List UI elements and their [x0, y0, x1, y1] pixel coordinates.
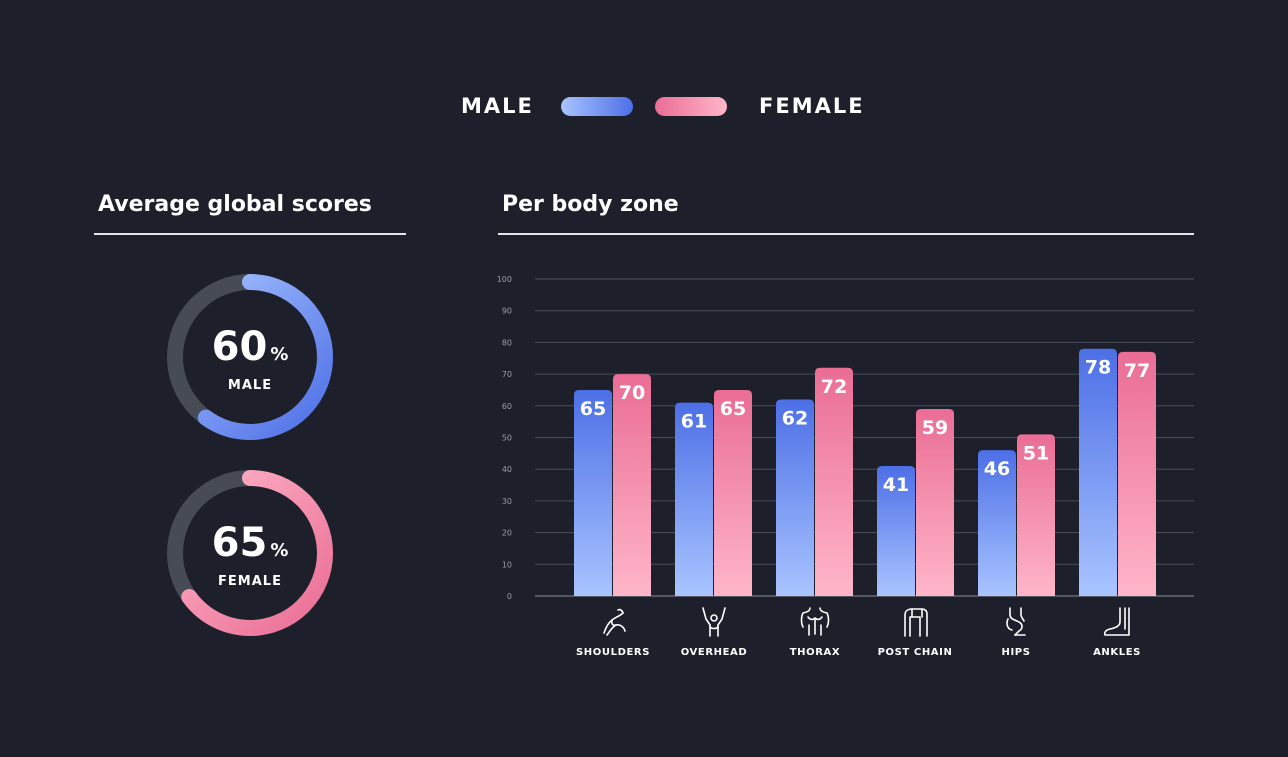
- zone-ankles: ANKLES: [1067, 605, 1167, 658]
- global-scores-divider: [94, 233, 406, 235]
- y-tick-label: 50: [502, 434, 512, 443]
- bar-value-label: 77: [1124, 360, 1150, 382]
- post-chain-icon: [904, 608, 928, 637]
- bar-female: [916, 408, 954, 596]
- bar-male: [574, 389, 612, 596]
- bar-value-label: 62: [782, 407, 808, 429]
- legend-female-swatch: [655, 97, 727, 116]
- bar-value-label: 59: [922, 417, 948, 439]
- y-tick-label: 100: [497, 275, 512, 284]
- ankles-icon: [1103, 607, 1130, 636]
- female-score-value: 65%: [211, 520, 289, 566]
- y-tick-label: 80: [502, 338, 512, 347]
- bar-male: [776, 399, 814, 596]
- male-score-donut: 60% MALE: [165, 272, 335, 442]
- bar-value-label: 72: [821, 376, 847, 398]
- female-donut-ring: [167, 470, 333, 636]
- legend-female-label: FEMALE: [759, 94, 865, 118]
- bar-male: [675, 402, 713, 596]
- y-tick-label: 0: [507, 592, 512, 601]
- bar-value-label: 46: [984, 458, 1010, 480]
- bar-value-label: 65: [720, 398, 746, 420]
- hips-icon: [1006, 607, 1026, 636]
- y-tick-label: 90: [502, 307, 512, 316]
- bar-value-label: 61: [681, 411, 707, 433]
- thorax-icon: [800, 607, 830, 636]
- y-tick-label: 60: [502, 402, 512, 411]
- zone-post-chain: POST CHAIN: [865, 605, 965, 658]
- body-zone-divider: [498, 233, 1194, 235]
- shoulders-icon: [603, 608, 626, 636]
- y-axis-ticks: 0 10 20 30 40 50 60 70 80 90 100: [497, 275, 512, 601]
- female-score-label: FEMALE: [218, 574, 282, 589]
- chart-bars: [574, 348, 1156, 596]
- legend-male-label: MALE: [461, 94, 534, 118]
- y-tick-label: 30: [502, 497, 512, 506]
- bar-value-label: 51: [1023, 442, 1049, 464]
- male-donut-ring: [167, 274, 333, 440]
- bar-value-label: 41: [883, 474, 909, 496]
- male-score-value: 60%: [211, 324, 289, 370]
- bar-value-label: 65: [580, 398, 606, 420]
- body-zone-bar-chart: 0 10 20 30 40 50 60 70 80 90 100 65 70 61 65 62 72 41 59 4…: [497, 275, 1194, 601]
- global-scores-title: Average global scores: [98, 192, 372, 217]
- overhead-icon: [702, 607, 726, 637]
- legend-male-swatch: [561, 97, 633, 116]
- bar-female: [613, 374, 651, 596]
- legend: MALE FEMALE: [0, 90, 1288, 122]
- zone-thorax: THORAX: [765, 605, 865, 658]
- male-score-label: MALE: [227, 378, 273, 393]
- body-zone-title: Per body zone: [502, 192, 679, 217]
- zone-overhead: OVERHEAD: [664, 605, 764, 658]
- bar-female: [1017, 434, 1055, 596]
- y-tick-label: 40: [502, 465, 512, 474]
- female-score-donut: 65% FEMALE: [165, 468, 335, 638]
- bar-value-label: 70: [619, 382, 645, 404]
- bar-female: [714, 389, 752, 596]
- bar-value-labels: 65 70 61 65 62 72 41 59 46 51 78 77: [580, 357, 1150, 496]
- zone-shoulders: SHOULDERS: [563, 605, 663, 658]
- bar-female: [815, 367, 853, 596]
- zone-hips: HIPS: [966, 605, 1066, 658]
- bar-male: [1079, 348, 1117, 596]
- bar-female: [1118, 351, 1156, 596]
- bar-value-label: 78: [1085, 357, 1111, 379]
- bar-male: [877, 466, 915, 596]
- y-tick-label: 20: [502, 529, 512, 538]
- bar-male: [978, 450, 1016, 596]
- y-tick-label: 70: [502, 370, 512, 379]
- y-tick-label: 10: [502, 560, 512, 569]
